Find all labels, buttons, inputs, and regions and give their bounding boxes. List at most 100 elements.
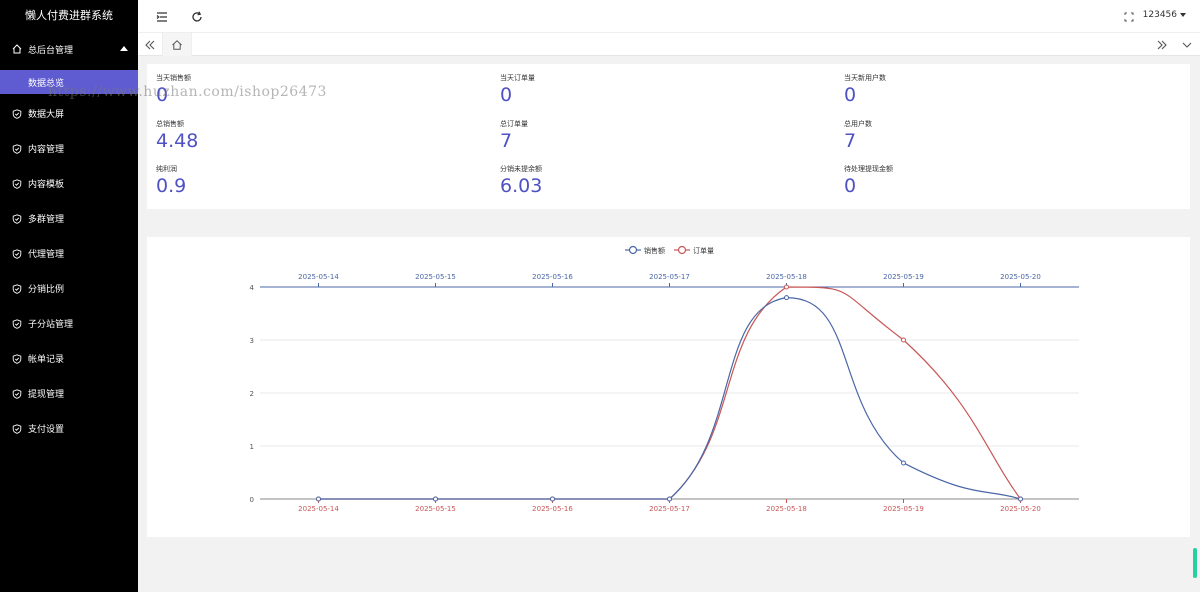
- data-point: [784, 295, 789, 301]
- tab-options-button[interactable]: [1175, 33, 1199, 56]
- legend-label: 订单量: [693, 246, 714, 255]
- stat-item: 待处理提现金额 0: [844, 164, 1144, 197]
- bottom-x-tick-label: 2025-05-15: [415, 505, 456, 513]
- sidebar-item-8[interactable]: 提现管理: [0, 376, 138, 411]
- shield-check-icon: [12, 423, 22, 434]
- stat-value: 4.48: [156, 130, 199, 152]
- data-point: [901, 337, 906, 343]
- stat-item: 总销售额 4.48: [156, 119, 456, 152]
- y-tick-label: 3: [250, 337, 254, 345]
- top-x-tick-label: 2025-05-14: [298, 273, 339, 281]
- scroll-indicator[interactable]: [1193, 548, 1197, 578]
- stat-value: 0: [156, 84, 169, 106]
- home-icon: [12, 44, 22, 54]
- stats-card: 当天销售额 0 当天订单量 0 当天新用户数 0 总销售额 4.48 总订单量 7 总用户数 7 纯利润…: [147, 64, 1190, 209]
- stat-value: 0: [500, 84, 513, 106]
- y-tick-label: 4: [250, 284, 255, 292]
- data-point: [784, 284, 789, 290]
- top-x-tick-label: 2025-05-16: [532, 273, 573, 281]
- data-point: [901, 460, 906, 466]
- stat-label: 分销未提余额: [500, 165, 542, 173]
- sidebar: 懒人付费进群系统 总后台管理 数据总览 数据大屏 内容管理 内容模板 多群管理代理管理…: [0, 0, 138, 592]
- stat-value: 0.9: [156, 175, 187, 197]
- stat-item: 当天新用户数 0: [844, 73, 1144, 106]
- y-tick-label: 0: [250, 496, 254, 504]
- stat-label: 总用户数: [844, 120, 872, 128]
- refresh-icon[interactable]: [190, 9, 204, 23]
- stat-value: 7: [500, 130, 513, 152]
- shield-check-icon: [12, 108, 22, 119]
- shield-check-icon: [12, 213, 22, 224]
- sidebar-item-6[interactable]: 子分站管理: [0, 306, 138, 341]
- bottom-x-tick-label: 2025-05-19: [883, 505, 924, 513]
- shield-check-icon: [12, 283, 22, 294]
- tab-bar: [138, 32, 1200, 56]
- data-point: [1018, 496, 1023, 502]
- y-tick-label: 1: [250, 443, 254, 451]
- caret-down-icon: [1180, 13, 1186, 17]
- bottom-x-tick-label: 2025-05-17: [649, 505, 690, 513]
- caret-up-icon: [120, 46, 128, 51]
- chevron-down-icon: [1182, 42, 1192, 48]
- data-point: [433, 496, 438, 502]
- shield-check-icon: [12, 178, 22, 189]
- sidebar-item-label: 支付设置: [28, 425, 65, 435]
- stat-item: 总订单量 7: [500, 119, 800, 152]
- line-chart: 0 1 2 3 4 2025-05-14 2025-05-14 2025-05-15 2025-…: [250, 245, 1079, 513]
- stat-label: 当天订单量: [500, 74, 535, 82]
- data-point: [316, 496, 321, 502]
- double-chevron-right-icon: [1157, 40, 1167, 49]
- username: 123456: [1142, 10, 1177, 20]
- tab-home[interactable]: [162, 33, 192, 56]
- stat-item: 总用户数 7: [844, 119, 1144, 152]
- stat-item: 分销未提余额 6.03: [500, 164, 800, 197]
- stat-label: 当天销售额: [156, 74, 191, 82]
- watermark-text: https://www.huzhan.com/ishop26473: [48, 84, 327, 100]
- shield-check-icon: [12, 388, 22, 399]
- top-x-tick-label: 2025-05-17: [649, 273, 690, 281]
- stat-label: 总销售额: [156, 120, 184, 128]
- shield-check-icon: [12, 353, 22, 364]
- top-x-tick-label: 2025-05-18: [766, 273, 807, 281]
- sidebar-item-data-overview[interactable]: 数据总览: [0, 70, 138, 94]
- bottom-x-tick-label: 2025-05-16: [532, 505, 573, 513]
- sidebar-item-0[interactable]: 数据大屏: [0, 96, 138, 131]
- top-x-tick-label: 2025-05-20: [1000, 273, 1041, 281]
- bottom-x-tick-label: 2025-05-18: [766, 505, 807, 513]
- top-header: 123456: [138, 0, 1200, 32]
- sidebar-item-3[interactable]: 多群管理: [0, 201, 138, 236]
- stat-label: 待处理提现金额: [844, 165, 893, 173]
- stat-item: 当天销售额 0: [156, 73, 456, 106]
- top-x-tick-label: 2025-05-19: [883, 273, 924, 281]
- double-chevron-left-icon: [145, 40, 155, 49]
- menu-group-admin[interactable]: 总后台管理: [0, 32, 138, 66]
- sidebar-item-label: 代理管理: [28, 250, 65, 260]
- sidebar-item-2[interactable]: 内容模板: [0, 166, 138, 201]
- sidebar-item-label: 子分站管理: [28, 320, 74, 330]
- y-tick-label: 2: [250, 390, 254, 398]
- sidebar-item-5[interactable]: 分销比例: [0, 271, 138, 306]
- data-point: [550, 496, 555, 502]
- menu-collapse-icon[interactable]: [155, 9, 169, 23]
- sidebar-item-9[interactable]: 支付设置: [0, 411, 138, 446]
- stat-label: 当天新用户数: [844, 74, 886, 82]
- app-title: 懒人付费进群系统: [25, 9, 113, 22]
- tab-scroll-left-button[interactable]: [138, 33, 162, 56]
- sidebar-item-1[interactable]: 内容管理: [0, 131, 138, 166]
- shield-check-icon: [12, 143, 22, 154]
- stat-value: 0: [844, 175, 857, 197]
- legend-marker: [677, 245, 687, 255]
- sidebar-item-7[interactable]: 帐单记录: [0, 341, 138, 376]
- legend-label: 销售额: [644, 246, 665, 255]
- data-point: [667, 496, 672, 502]
- tab-scroll-right-button[interactable]: [1150, 33, 1174, 56]
- stat-item: 当天订单量 0: [500, 73, 800, 106]
- stat-value: 6.03: [500, 175, 543, 197]
- chart-card: 0 1 2 3 4 2025-05-14 2025-05-14 2025-05-15 2025-…: [147, 237, 1190, 537]
- shield-check-icon: [12, 248, 22, 259]
- legend-marker: [628, 245, 638, 255]
- user-menu[interactable]: 123456: [1143, 10, 1186, 20]
- home-icon: [172, 39, 182, 50]
- fullscreen-icon[interactable]: [1122, 9, 1136, 23]
- sidebar-item-4[interactable]: 代理管理: [0, 236, 138, 271]
